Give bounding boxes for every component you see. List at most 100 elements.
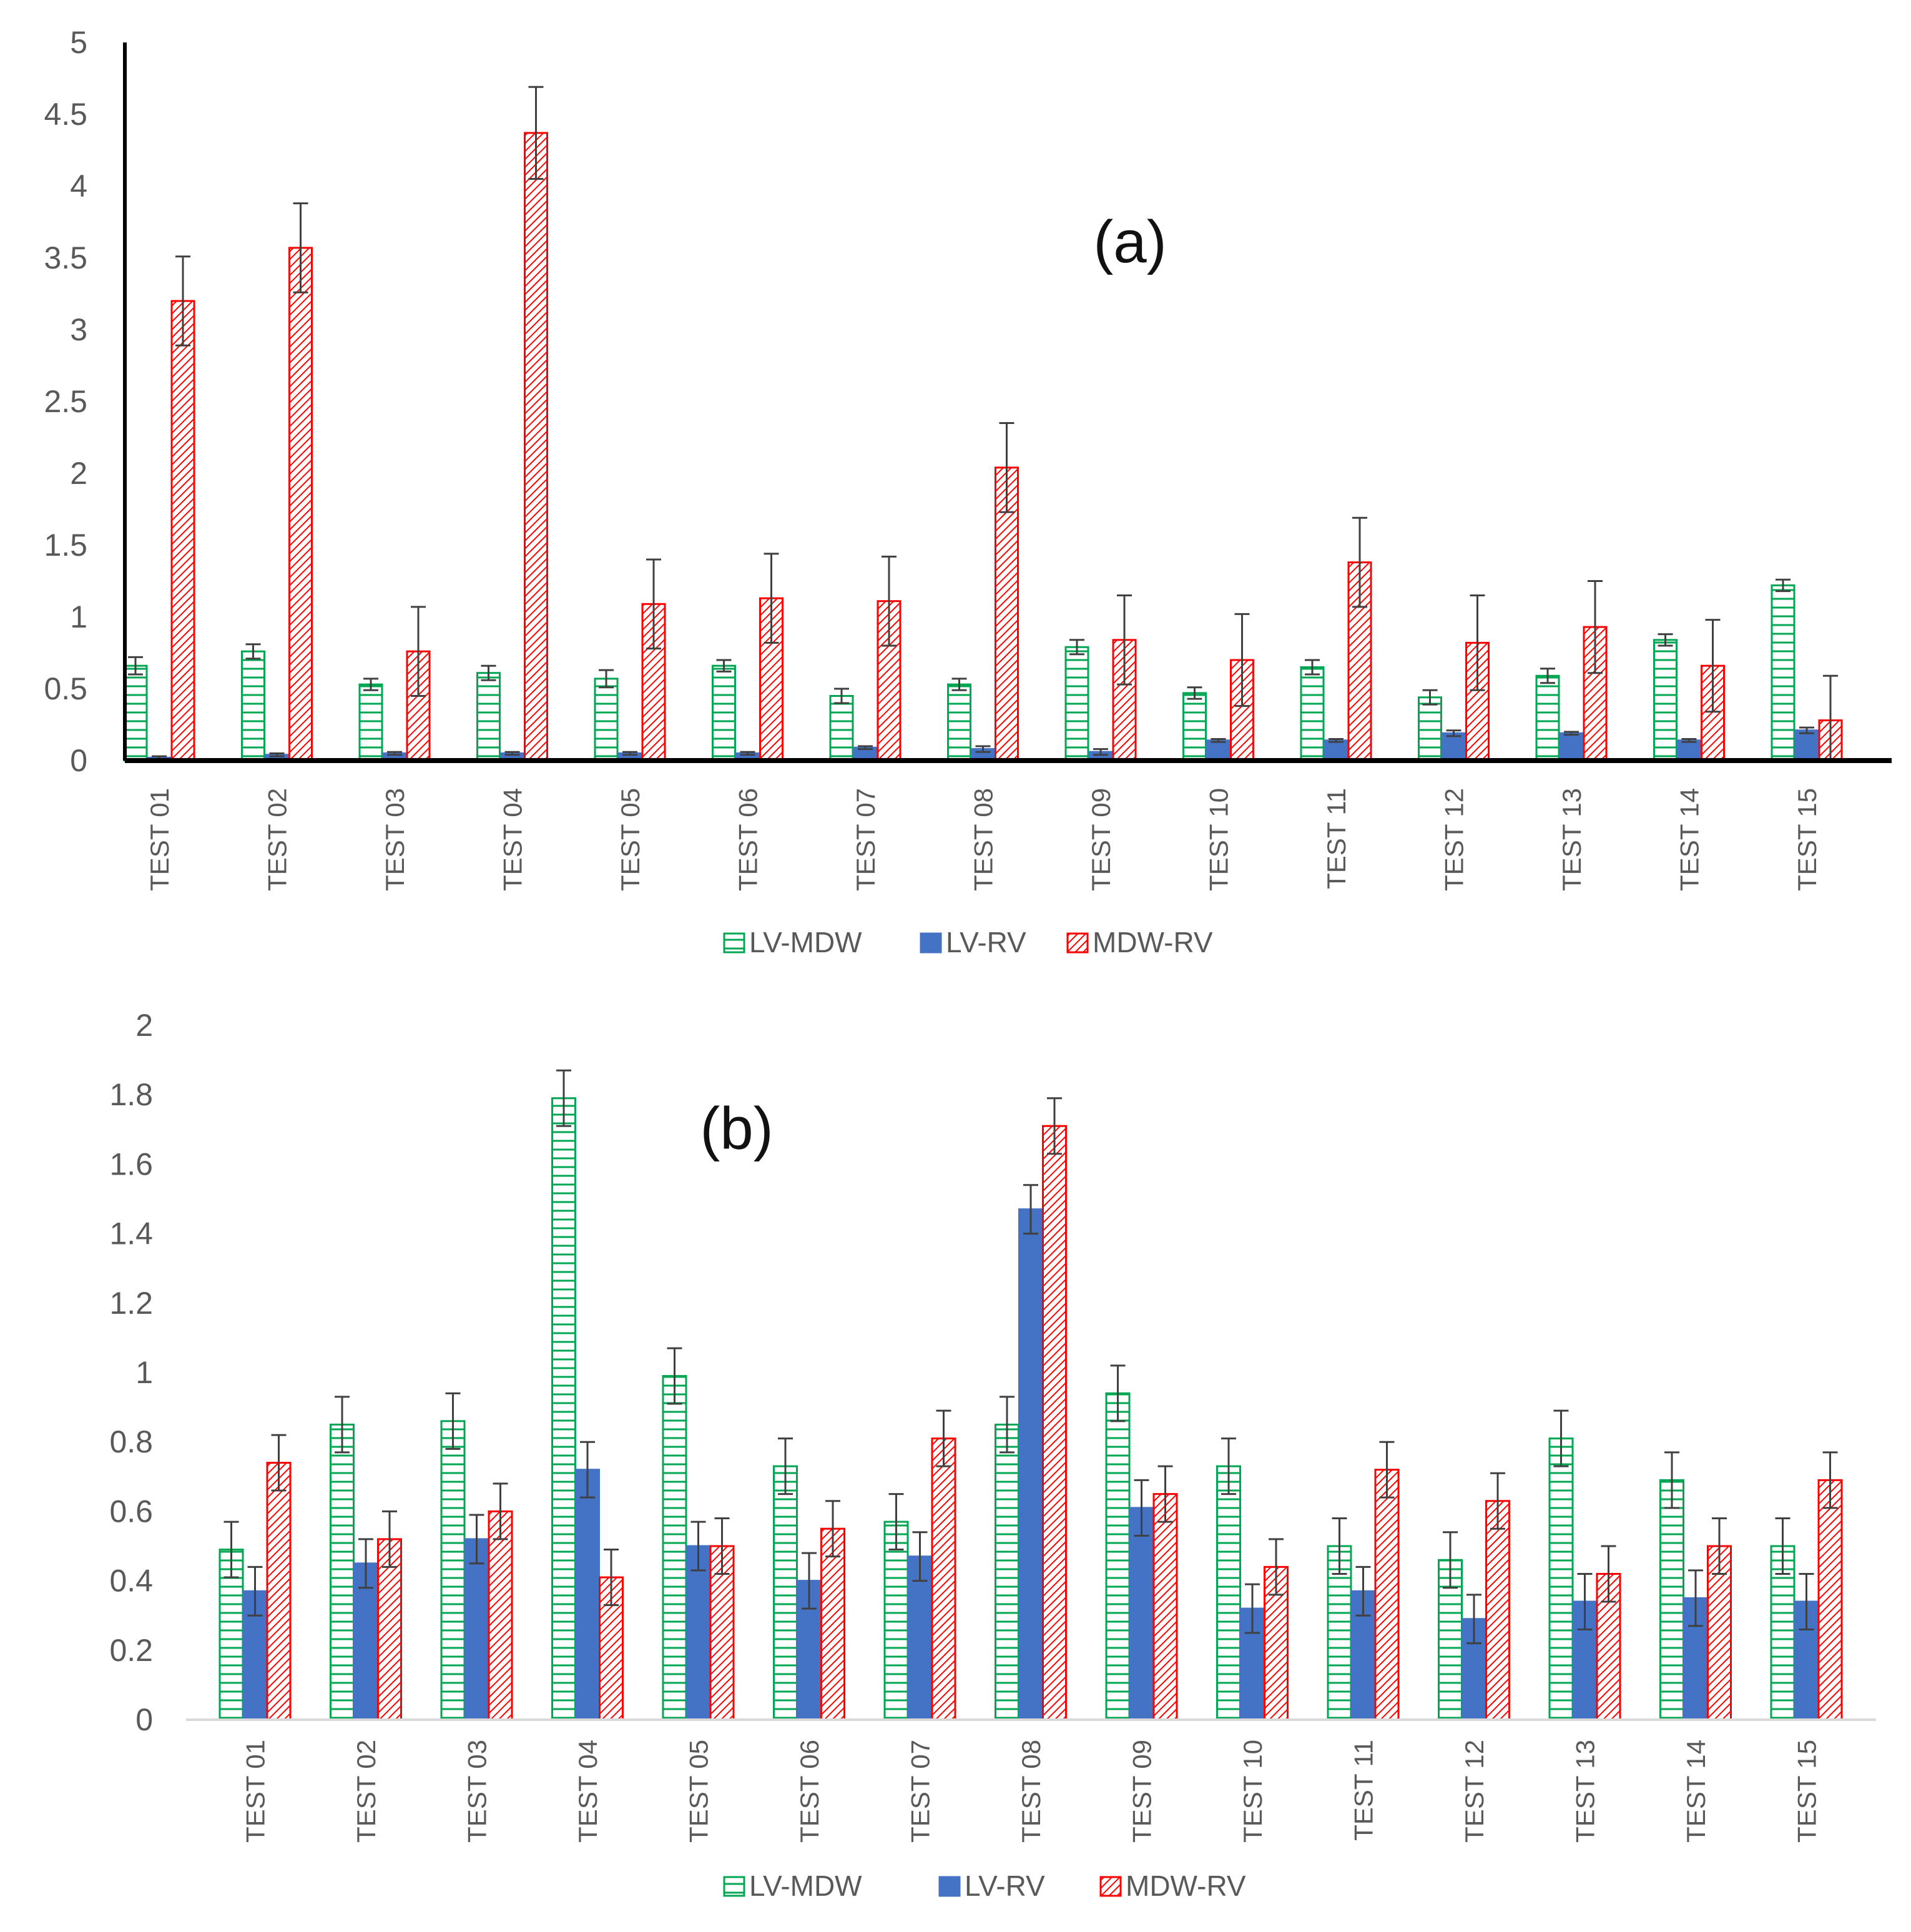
bar-lv-mdw-4 <box>476 672 501 762</box>
y-tick-label: 0.8 <box>109 1424 153 1459</box>
error-bar-lv-rv-4 <box>580 1441 595 1499</box>
legend-item-lv-rv: LV-RV <box>938 1870 1045 1902</box>
bar-lv-rv-4 <box>575 1469 600 1721</box>
bar-lv-rv-8 <box>1018 1208 1043 1721</box>
x-tick-label: TEST 04 <box>573 1740 602 1843</box>
error-bar-lv-rv-7 <box>858 745 873 751</box>
error-bar-lv-mdw-3 <box>363 678 378 691</box>
y-tick-label: 0.6 <box>109 1494 153 1529</box>
error-bar-lv-rv-2 <box>269 752 285 757</box>
y-tick-label: 2 <box>70 456 87 491</box>
x-tick-label: TEST 09 <box>1127 1740 1157 1843</box>
error-bar-lv-mdw-13 <box>1540 668 1555 684</box>
error-bar-lv-mdw-4 <box>556 1069 571 1127</box>
error-bar-mdw-rv-11 <box>1379 1441 1395 1499</box>
chart-panel-a: 00.511.522.533.544.55 TEST 01 TEST 02 TEST… <box>44 25 1892 959</box>
legend-item-lv-mdw: LV-MDW <box>723 926 862 959</box>
y-tick-label: 4 <box>70 169 87 204</box>
legend-label: MDW-RV <box>1093 926 1213 959</box>
legend-item-lv-mdw: LV-MDW <box>723 1870 862 1902</box>
error-bar-lv-mdw-8 <box>1000 1396 1014 1454</box>
chart-b-bars <box>219 1097 1843 1721</box>
error-bar-lv-rv-15 <box>1799 1572 1814 1630</box>
error-bar-mdw-rv-11 <box>1352 516 1367 608</box>
x-tick-label: TEST 01 <box>241 1740 270 1843</box>
legend-label: LV-MDW <box>749 1870 862 1902</box>
y-tick-label: 5 <box>70 25 87 60</box>
error-bar-mdw-rv-7 <box>882 555 897 647</box>
y-tick-label: 3 <box>70 312 87 347</box>
error-bar-mdw-rv-14 <box>1712 1517 1727 1575</box>
y-tick-label: 2 <box>135 1008 153 1043</box>
bar-mdw-rv-1 <box>170 300 195 762</box>
legend-item-mdw-rv: MDW-RV <box>1066 926 1213 959</box>
error-bar-lv-mdw-11 <box>1332 1517 1347 1575</box>
error-bar-lv-rv-15 <box>1799 726 1814 734</box>
x-tick-label: TEST 13 <box>1571 1740 1600 1843</box>
error-bar-lv-rv-7 <box>912 1531 928 1582</box>
error-bar-lv-rv-14 <box>1688 1569 1703 1627</box>
error-bar-mdw-rv-6 <box>764 553 779 644</box>
x-tick-label: TEST 02 <box>263 788 292 891</box>
error-bar-mdw-rv-6 <box>825 1500 840 1558</box>
bar-lv-rv-15 <box>1794 729 1819 762</box>
bar-lv-mdw-6 <box>712 664 736 762</box>
error-bar-mdw-rv-8 <box>999 422 1014 513</box>
x-tick-label: TEST 07 <box>851 788 880 891</box>
error-bar-mdw-rv-10 <box>1269 1538 1284 1596</box>
error-bar-lv-rv-2 <box>358 1538 373 1589</box>
bar-lv-mdw-3 <box>358 683 383 762</box>
bar-lv-rv-10 <box>1206 739 1231 762</box>
chart-b-y-ticks: 0 0.2 0.4 0.6 0.8 1 1.2 1.4 1.6 1.8 2 <box>109 1008 153 1737</box>
error-bar-mdw-rv-15 <box>1822 1451 1838 1509</box>
error-bar-lv-rv-10 <box>1211 738 1226 743</box>
error-bar-lv-mdw-11 <box>1305 659 1320 676</box>
chart-a-y-ticks: 0 0.5 1 1.5 2 2.5 3 3.5 4 4.5 5 <box>44 25 87 778</box>
chart-a-panel-label: (a) <box>1093 209 1166 275</box>
chart-b-x-tick-labels: TEST 01 TEST 02 TEST 03 TEST 04 TEST 05 TEST … <box>241 1740 1822 1843</box>
y-tick-label: 1.2 <box>109 1286 153 1321</box>
bar-mdw-rv-5 <box>709 1545 735 1721</box>
y-tick-label: 0 <box>135 1702 153 1737</box>
error-bar-lv-mdw-7 <box>888 1493 904 1551</box>
legend-label: MDW-RV <box>1126 1870 1246 1902</box>
bar-lv-rv-3 <box>464 1538 489 1721</box>
chart-a-legend: LV-MDW LV-RV MDW-RV <box>723 926 1213 959</box>
x-tick-label: TEST 14 <box>1681 1740 1711 1843</box>
error-bar-lv-rv-6 <box>802 1552 817 1610</box>
y-tick-label: 1 <box>70 599 87 634</box>
error-bar-mdw-rv-10 <box>1234 613 1250 707</box>
bar-lv-mdw-12 <box>1418 696 1442 762</box>
x-tick-label: TEST 12 <box>1440 788 1469 891</box>
legend-label: LV-RV <box>965 1870 1045 1902</box>
bar-mdw-rv-3 <box>488 1510 513 1721</box>
x-tick-label: TEST 07 <box>906 1740 935 1843</box>
bar-lv-mdw-5 <box>662 1375 687 1721</box>
bar-lv-mdw-14 <box>1653 639 1678 762</box>
legend-item-mdw-rv: MDW-RV <box>1099 1870 1246 1902</box>
error-bar-mdw-rv-8 <box>1047 1097 1062 1155</box>
legend-swatch <box>1099 1876 1122 1897</box>
legend-swatch <box>920 932 942 954</box>
x-tick-label: TEST 06 <box>734 788 763 891</box>
bar-mdw-rv-1 <box>266 1462 292 1721</box>
error-bar-lv-rv-6 <box>740 751 755 756</box>
x-tick-label: TEST 01 <box>145 788 174 891</box>
bar-lv-mdw-8 <box>947 683 971 762</box>
error-bar-lv-mdw-8 <box>951 678 967 691</box>
bar-lv-mdw-7 <box>883 1520 909 1721</box>
error-bar-mdw-rv-4 <box>528 86 544 180</box>
error-bar-lv-mdw-5 <box>667 1347 682 1405</box>
error-bar-lv-rv-9 <box>1093 748 1108 756</box>
bar-mdw-rv-2 <box>288 247 313 762</box>
error-bar-mdw-rv-5 <box>646 558 661 650</box>
legend-swatch <box>723 1876 745 1897</box>
error-bar-lv-rv-13 <box>1564 731 1579 736</box>
y-tick-label: 1.5 <box>44 528 87 563</box>
bar-mdw-rv-2 <box>377 1538 402 1721</box>
error-bar-mdw-rv-13 <box>1588 580 1603 674</box>
bar-lv-mdw-3 <box>440 1420 466 1721</box>
x-tick-label: TEST 08 <box>1016 1740 1046 1843</box>
bar-lv-mdw-4 <box>551 1097 576 1721</box>
